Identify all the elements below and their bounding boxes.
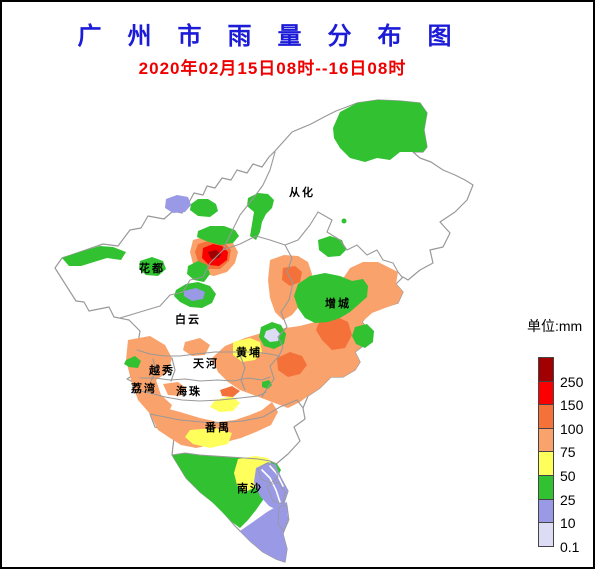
rain-zone-25mm [62,100,427,528]
legend-value: 250 [560,373,584,390]
legend-swatch [538,380,554,406]
district-label: 从化 [289,185,315,199]
rain-zone-0p1mm [264,328,280,342]
legend-row: 150 [538,380,583,413]
district-label: 花都 [139,261,165,275]
date-range-subtitle: 2020年02月15日08时--16日08时 [138,59,407,78]
district-borders [119,151,403,465]
district-label: 黄埔 [236,345,262,359]
legend-value: 100 [560,420,584,437]
legend-row: 250 [538,357,583,390]
legend-swatch [538,427,554,453]
legend-row: 0.1 [538,522,579,555]
district-label: 南沙 [237,481,263,495]
nansha-islands [257,462,290,532]
page-title: 广州市雨量分布图 [77,23,478,50]
legend-swatch [538,404,554,429]
legend-row: 50 [538,451,576,484]
image-border-frame [0,0,595,569]
legend-title: 单位:mm [527,318,583,334]
legend-value: 50 [560,467,576,484]
rain-zone-250mm [208,250,221,259]
legend-row: 25 [538,474,576,508]
legend-row: 100 [538,404,583,437]
legend-swatch [538,474,554,500]
district-label: 白云 [175,312,201,326]
district-label: 海珠 [176,384,202,398]
legend-swatch [538,451,554,476]
legend-swatch [538,522,554,547]
legend-items: 250 150 100 75 50 25 10 0.1 [538,357,583,555]
legend-value: 150 [560,397,584,414]
legend-value: 10 [560,515,576,532]
legend-row: 75 [538,427,576,460]
legend-value: 25 [560,491,576,508]
legend-value: 75 [560,444,576,461]
district-label: 越秀 [148,363,175,377]
district-label: 番禺 [204,420,231,434]
legend-swatch [538,498,554,524]
legend-row: 10 [538,498,576,531]
district-label: 天河 [193,356,219,370]
legend-value: 0.1 [560,538,580,555]
district-label: 荔湾 [130,381,157,395]
district-label: 增城 [325,296,351,310]
legend-swatch [538,357,554,382]
